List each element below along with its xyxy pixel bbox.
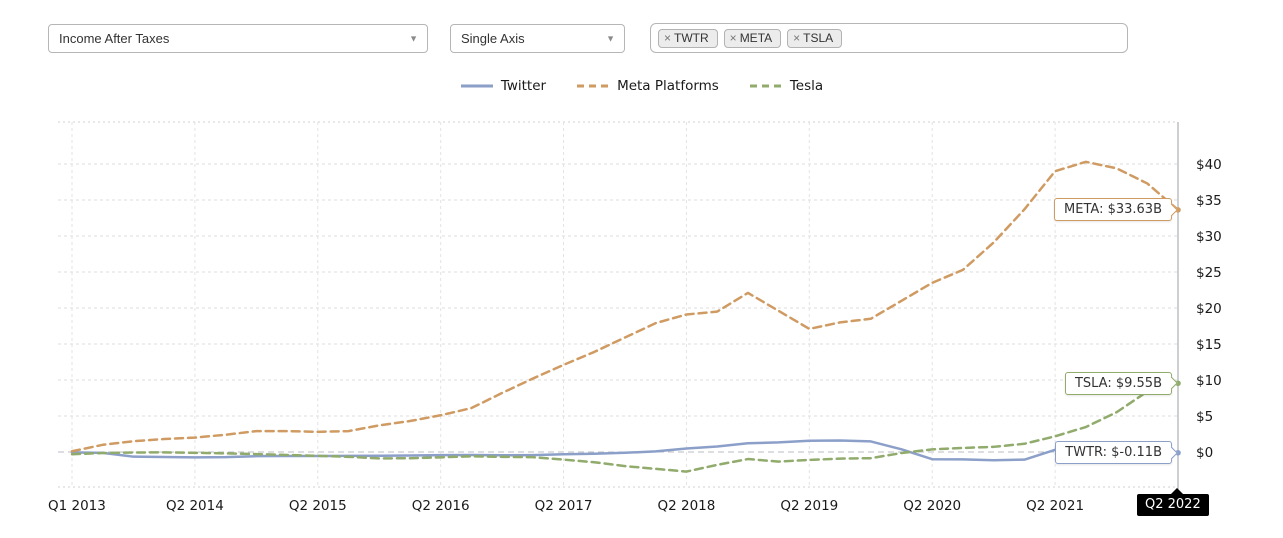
y-axis-tick-label: $25 [1196, 265, 1222, 281]
legend-label: Tesla [789, 78, 824, 94]
x-axis-tick-label: Q2 2018 [658, 498, 716, 514]
series-end-label-text: META: $33.63B [1064, 202, 1162, 218]
axis-select-value: Single Axis [461, 31, 525, 46]
series-end-label-meta: META: $33.63B [1054, 198, 1178, 222]
remove-tag-icon[interactable]: × [729, 30, 737, 45]
legend-item-meta[interactable]: Meta Platforms [576, 78, 719, 94]
legend-swatch-icon [577, 84, 610, 88]
x-axis-tick-label: Q1 2013 [48, 498, 106, 514]
twtr-line [70, 439, 1180, 462]
legend-swatch-icon [749, 84, 782, 88]
legend-label: Twitter [500, 78, 547, 94]
ticker-tag-tsla[interactable]: × TSLA [787, 28, 843, 48]
remove-tag-icon[interactable]: × [664, 30, 672, 45]
series-end-label-tsla: TSLA: $9.55B [1064, 371, 1178, 395]
ticker-tag-label: TWTR [674, 30, 709, 45]
ticker-tag-input[interactable]: × TWTR × META × TSLA [650, 23, 1128, 53]
tsla-line [70, 381, 1180, 473]
meta-line [70, 160, 1180, 453]
metric-select[interactable]: Income After Taxes ▼ [48, 24, 428, 53]
x-axis-tick-label: Q2 2017 [535, 498, 593, 514]
y-axis-tick-label: $15 [1196, 337, 1222, 353]
series-end-label-twtr: TWTR: $-0.11B [1055, 441, 1178, 465]
series-end-label-text: TWTR: $-0.11B [1065, 445, 1162, 461]
ticker-tag-twtr[interactable]: × TWTR [658, 28, 718, 48]
chevron-down-icon: ▼ [409, 32, 418, 43]
ticker-tag-label: TSLA [803, 30, 834, 45]
legend-label: Meta Platforms [617, 78, 719, 94]
x-axis-tick-label: Q2 2019 [780, 498, 838, 514]
y-axis-tick-label: $35 [1196, 193, 1222, 209]
x-axis-tick-label: Q2 2014 [166, 498, 224, 514]
chart-legend: Twitter Meta Platforms Tesla [0, 78, 1283, 94]
x-axis-tick-label: Q2 2016 [412, 498, 470, 514]
series-end-label-text: TSLA: $9.55B [1074, 375, 1162, 391]
x-axis-tick-label: Q2 2021 [1026, 498, 1084, 514]
y-axis-tick-label: $40 [1196, 157, 1222, 173]
x-axis-tooltip: Q2 2022 [1137, 488, 1209, 516]
ticker-tag-meta[interactable]: × META [723, 28, 782, 48]
y-axis-tick-label: $30 [1196, 229, 1222, 245]
x-axis-tooltip-label: Q2 2022 [1145, 497, 1201, 512]
x-axis-tick-label: Q2 2015 [289, 498, 347, 514]
y-axis-tick-label: $10 [1196, 373, 1222, 389]
y-axis-tick-label: $5 [1196, 409, 1213, 425]
metric-select-value: Income After Taxes [59, 31, 170, 46]
legend-swatch-icon [460, 84, 493, 88]
axis-mode-select[interactable]: Single Axis ▼ [450, 24, 625, 53]
y-axis-tick-label: $0 [1196, 445, 1213, 461]
y-axis-tick-label: $20 [1196, 301, 1222, 317]
chevron-down-icon: ▼ [606, 32, 615, 43]
legend-item-tsla[interactable]: Tesla [749, 78, 823, 94]
legend-item-twtr[interactable]: Twitter [460, 78, 546, 94]
ticker-tag-label: META [739, 30, 773, 45]
x-axis-tick-label: Q2 2020 [903, 498, 961, 514]
remove-tag-icon[interactable]: × [793, 30, 801, 45]
